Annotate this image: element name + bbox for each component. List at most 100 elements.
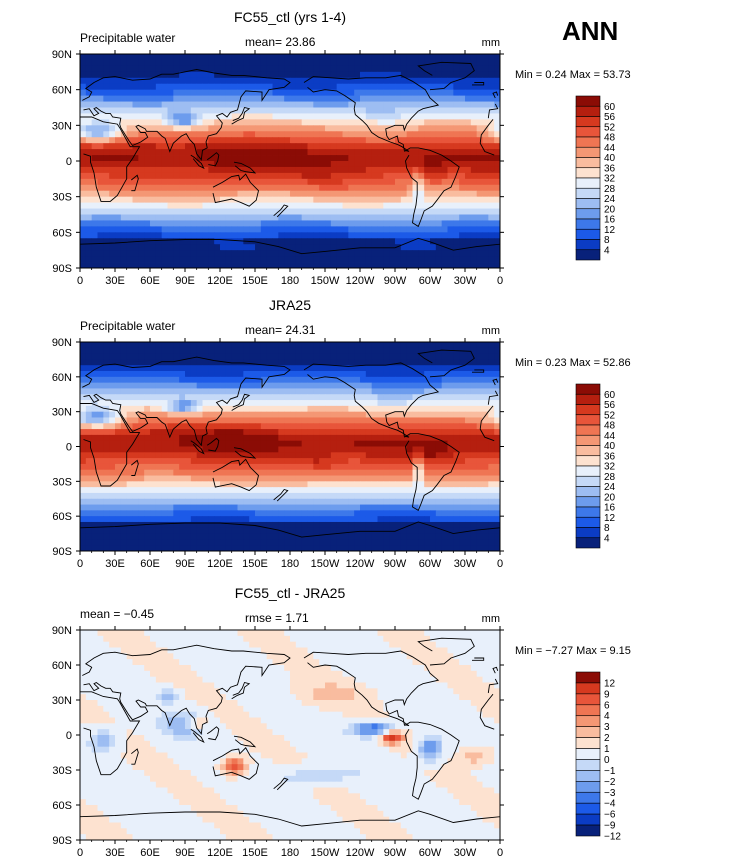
colorbar-level: 36: [604, 163, 616, 174]
x-tick-label: 30E: [105, 275, 125, 287]
panel-units: mm: [482, 37, 500, 49]
coastline-segment: [417, 349, 475, 378]
x-tick-label: 120W: [346, 558, 375, 570]
y-tick-label: 60N: [52, 372, 72, 384]
colorbar-level: 12: [604, 513, 616, 524]
colorbar-swatch: [575, 177, 601, 189]
colorbar-swatch: [575, 404, 601, 416]
y-tick-label: 0: [66, 156, 72, 168]
colorbar-level: −9: [604, 821, 616, 832]
colorbar-swatch: [575, 445, 601, 457]
coastline-segment: [233, 161, 257, 174]
coastline-segment: [492, 91, 499, 99]
colorbar-level: 0: [604, 755, 610, 766]
colorbar-swatch: [575, 527, 601, 539]
colorbar-level: 8: [604, 235, 610, 246]
coastline-segment: [206, 726, 220, 741]
panel-title: FC55_ctl - JRA25: [235, 585, 346, 601]
x-tick-label: 60W: [419, 275, 442, 287]
colorbar-level: 6: [604, 700, 610, 711]
y-tick-label: 60N: [52, 660, 72, 672]
coastline-segment: [303, 74, 440, 152]
x-tick-label: 120E: [207, 275, 233, 287]
colorbar-swatch: [575, 506, 601, 518]
colorbar-swatch: [575, 434, 601, 446]
panel-minmax: Min = −7.27 Max = 9.15: [515, 645, 631, 657]
x-tick-label: 150E: [242, 558, 268, 570]
colorbar-level: 4: [604, 533, 610, 544]
colorbar-level: 20: [604, 492, 616, 503]
colorbar-swatch: [575, 249, 601, 261]
y-tick-label: 90S: [52, 546, 72, 558]
x-tick-label: 90W: [384, 847, 407, 859]
colorbar-swatch: [575, 116, 601, 128]
x-tick-label: 30W: [454, 847, 477, 859]
colorbar-level: −6: [604, 810, 616, 821]
coastline-segment: [79, 810, 501, 840]
coastline-segment: [404, 147, 460, 228]
colorbar-swatch: [575, 198, 601, 210]
colorbar-level: 52: [604, 410, 616, 421]
x-tick-label: 90W: [384, 275, 407, 287]
coastline-segment: [231, 393, 251, 411]
coastlines: [79, 61, 501, 268]
colorbar-swatch: [575, 802, 601, 815]
x-tick-label: 180: [281, 275, 299, 287]
coastline-segment: [82, 644, 291, 735]
x-tick-label: 0: [77, 558, 83, 570]
coastline-segment: [303, 650, 440, 727]
y-tick-label: 0: [66, 730, 72, 742]
colorbar-swatch: [575, 486, 601, 498]
y-tick-label: 60N: [52, 85, 72, 97]
y-tick-label: 60S: [52, 800, 72, 812]
y-tick-label: 90N: [52, 49, 72, 61]
x-tick-label: 120E: [207, 558, 233, 570]
field-cells: [80, 630, 501, 841]
coastline-segment: [190, 728, 205, 743]
x-tick-label: 180: [281, 847, 299, 859]
y-tick-label: 90N: [52, 337, 72, 349]
colorbar-level: −2: [604, 777, 616, 788]
field-cells: [80, 54, 501, 269]
y-tick-label: 30S: [52, 765, 72, 777]
coastline-segment: [479, 119, 495, 156]
colorbar-swatch: [575, 393, 601, 405]
colorbar-swatch: [575, 95, 601, 107]
x-tick-label: 180: [281, 558, 299, 570]
coastline-segment: [212, 173, 259, 207]
colorbar-level: 40: [604, 153, 616, 164]
colorbar-swatch: [575, 424, 601, 436]
y-tick-label: 60S: [52, 227, 72, 239]
coastline-segment: [131, 459, 139, 476]
coastline-segment: [404, 433, 460, 512]
coastline-segment: [487, 103, 499, 119]
y-tick-label: 90S: [52, 835, 72, 847]
panel-title: JRA25: [269, 297, 311, 313]
colorbar-swatch: [575, 218, 601, 230]
coastline-segment: [492, 378, 499, 386]
x-tick-label: 60E: [140, 558, 160, 570]
colorbar-swatch: [575, 791, 601, 804]
coastline-segment: [79, 237, 501, 268]
colorbar-swatch: [575, 770, 601, 782]
panel-minmax: Min = 0.23 Max = 52.86: [515, 357, 631, 369]
coastline-segment: [131, 174, 139, 192]
coastlines: [79, 349, 501, 551]
coastline-segment: [82, 356, 291, 447]
colorbar-level: −1: [604, 766, 616, 777]
colorbar-level: 28: [604, 184, 616, 195]
colorbar-level: 44: [604, 431, 616, 442]
map-panel-1: 0 30E 60E 90E 120E 150E 180 150W 120W 90W 60W 30W 09…: [52, 9, 631, 287]
colorbar-level: 52: [604, 122, 616, 133]
x-tick-label: 150E: [242, 847, 268, 859]
colorbar-level: 28: [604, 472, 616, 483]
coastline-segment: [472, 369, 485, 373]
colorbar-swatch: [575, 208, 601, 220]
x-tick-label: 120E: [207, 847, 233, 859]
map-panel-3: 0 30E 60E 90E 120E 150E 180 150W 120W 90W 60W 30W 09…: [52, 585, 631, 859]
colorbar-level: 3: [604, 722, 610, 733]
x-tick-label: 150W: [311, 558, 340, 570]
